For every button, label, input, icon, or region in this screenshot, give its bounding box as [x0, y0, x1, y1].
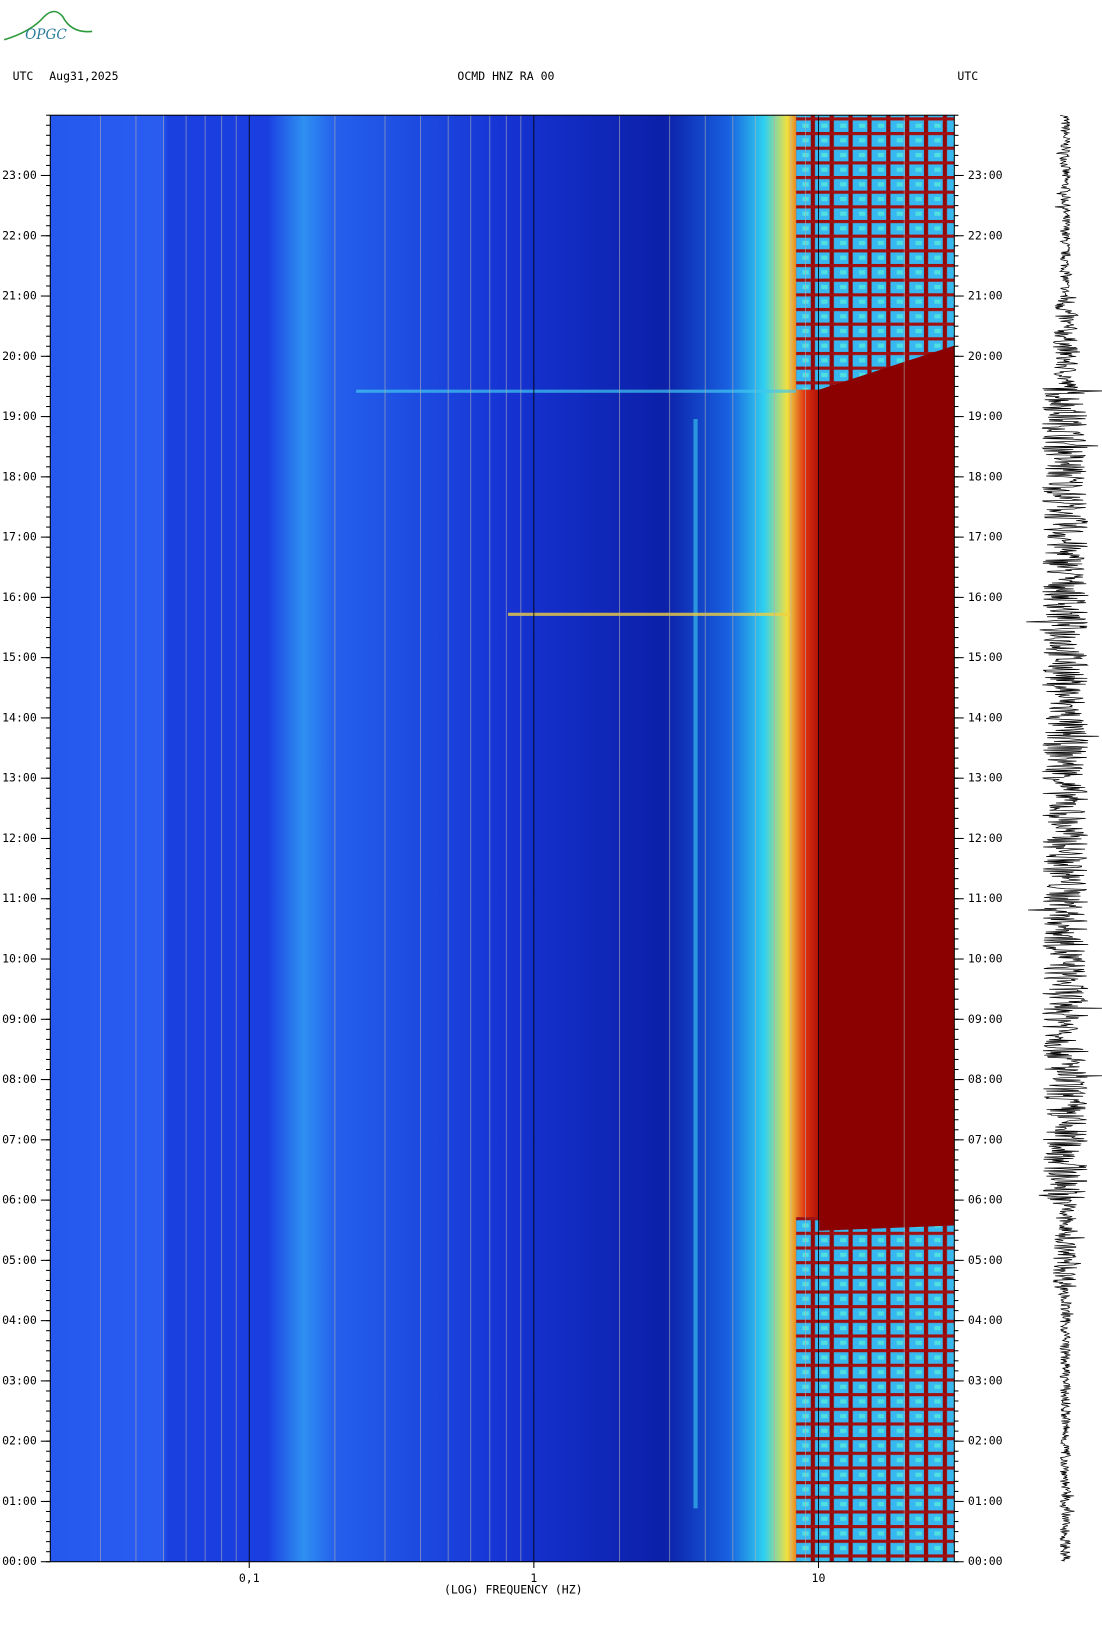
- y-tick-label: 18:00: [968, 469, 1003, 483]
- y-tick-label: 18:00: [2, 469, 37, 483]
- y-tick-label: 07:00: [968, 1132, 1003, 1146]
- y-tick-label: 21:00: [968, 289, 1003, 303]
- date: Aug31,2025: [49, 69, 118, 83]
- spectral-line: [693, 418, 698, 1509]
- y-tick-label: 03:00: [2, 1373, 37, 1387]
- y-tick-label: 16:00: [2, 590, 37, 604]
- y-tick-label: 11:00: [2, 891, 37, 905]
- y-tick-label: 10:00: [2, 952, 37, 966]
- y-tick-label: 14:00: [968, 710, 1003, 724]
- seismogram-trace: [1026, 114, 1102, 1562]
- y-tick-label: 05:00: [2, 1253, 37, 1267]
- left-axis-label: UTC: [13, 69, 34, 83]
- y-tick-label: 23:00: [968, 168, 1003, 182]
- spectrogram: [50, 115, 955, 1562]
- y-tick-label: 09:00: [2, 1012, 37, 1026]
- y-tick-label: 08:00: [2, 1072, 37, 1086]
- y-tick-label: 07:00: [2, 1132, 37, 1146]
- y-tick-label: 21:00: [2, 289, 37, 303]
- chart-title: OCMD HNZ RA 00: [457, 69, 554, 83]
- y-tick-label: 22:00: [968, 228, 1003, 242]
- y-tick-label: 01:00: [968, 1494, 1003, 1508]
- y-tick-label: 04:00: [2, 1313, 37, 1327]
- x-tick-label: 0,1: [239, 1571, 260, 1585]
- y-tick-label: 12:00: [2, 831, 37, 845]
- y-tick-label: 17:00: [968, 530, 1003, 544]
- event-line: [508, 612, 791, 616]
- y-tick-label: 15:00: [2, 650, 37, 664]
- y-tick-label: 11:00: [968, 891, 1003, 905]
- y-tick-label: 12:00: [968, 831, 1003, 845]
- y-tick-label: 20:00: [2, 349, 37, 363]
- y-tick-label: 08:00: [968, 1072, 1003, 1086]
- y-tick-label: 20:00: [968, 349, 1003, 363]
- quiet-band: [796, 1217, 955, 1562]
- y-tick-label: 16:00: [968, 590, 1003, 604]
- logo-text: OPGC: [25, 27, 67, 43]
- noise-region: [819, 345, 955, 1231]
- y-tick-label: 04:00: [968, 1313, 1003, 1327]
- y-tick-label: 06:00: [968, 1193, 1003, 1207]
- y-tick-label: 19:00: [2, 409, 37, 423]
- y-tick-label: 22:00: [2, 228, 37, 242]
- seismogram: [1026, 114, 1102, 1562]
- y-tick-label: 14:00: [2, 710, 37, 724]
- x-tick-label: 1: [530, 1571, 537, 1585]
- y-tick-label: 06:00: [2, 1193, 37, 1207]
- x-tick-label: 10: [812, 1571, 826, 1585]
- y-tick-label: 23:00: [2, 168, 37, 182]
- y-tick-label: 02:00: [968, 1434, 1003, 1448]
- y-tick-label: 10:00: [968, 952, 1003, 966]
- y-tick-label: 00:00: [968, 1554, 1003, 1568]
- y-tick-label: 01:00: [2, 1494, 37, 1508]
- y-tick-label: 03:00: [968, 1373, 1003, 1387]
- logo: OPGC: [3, 10, 93, 43]
- quiet-band: [796, 115, 955, 390]
- y-tick-label: 05:00: [968, 1253, 1003, 1267]
- y-tick-label: 13:00: [2, 771, 37, 785]
- event-line: [356, 389, 797, 393]
- y-tick-label: 09:00: [968, 1012, 1003, 1026]
- y-tick-label: 19:00: [968, 409, 1003, 423]
- x-axis-label: (LOG) FREQUENCY (HZ): [444, 1583, 583, 1597]
- y-tick-label: 00:00: [2, 1554, 37, 1568]
- y-tick-label: 02:00: [2, 1434, 37, 1448]
- y-tick-label: 15:00: [968, 650, 1003, 664]
- right-axis-label: UTC: [957, 69, 978, 83]
- y-tick-label: 13:00: [968, 771, 1003, 785]
- y-tick-label: 17:00: [2, 530, 37, 544]
